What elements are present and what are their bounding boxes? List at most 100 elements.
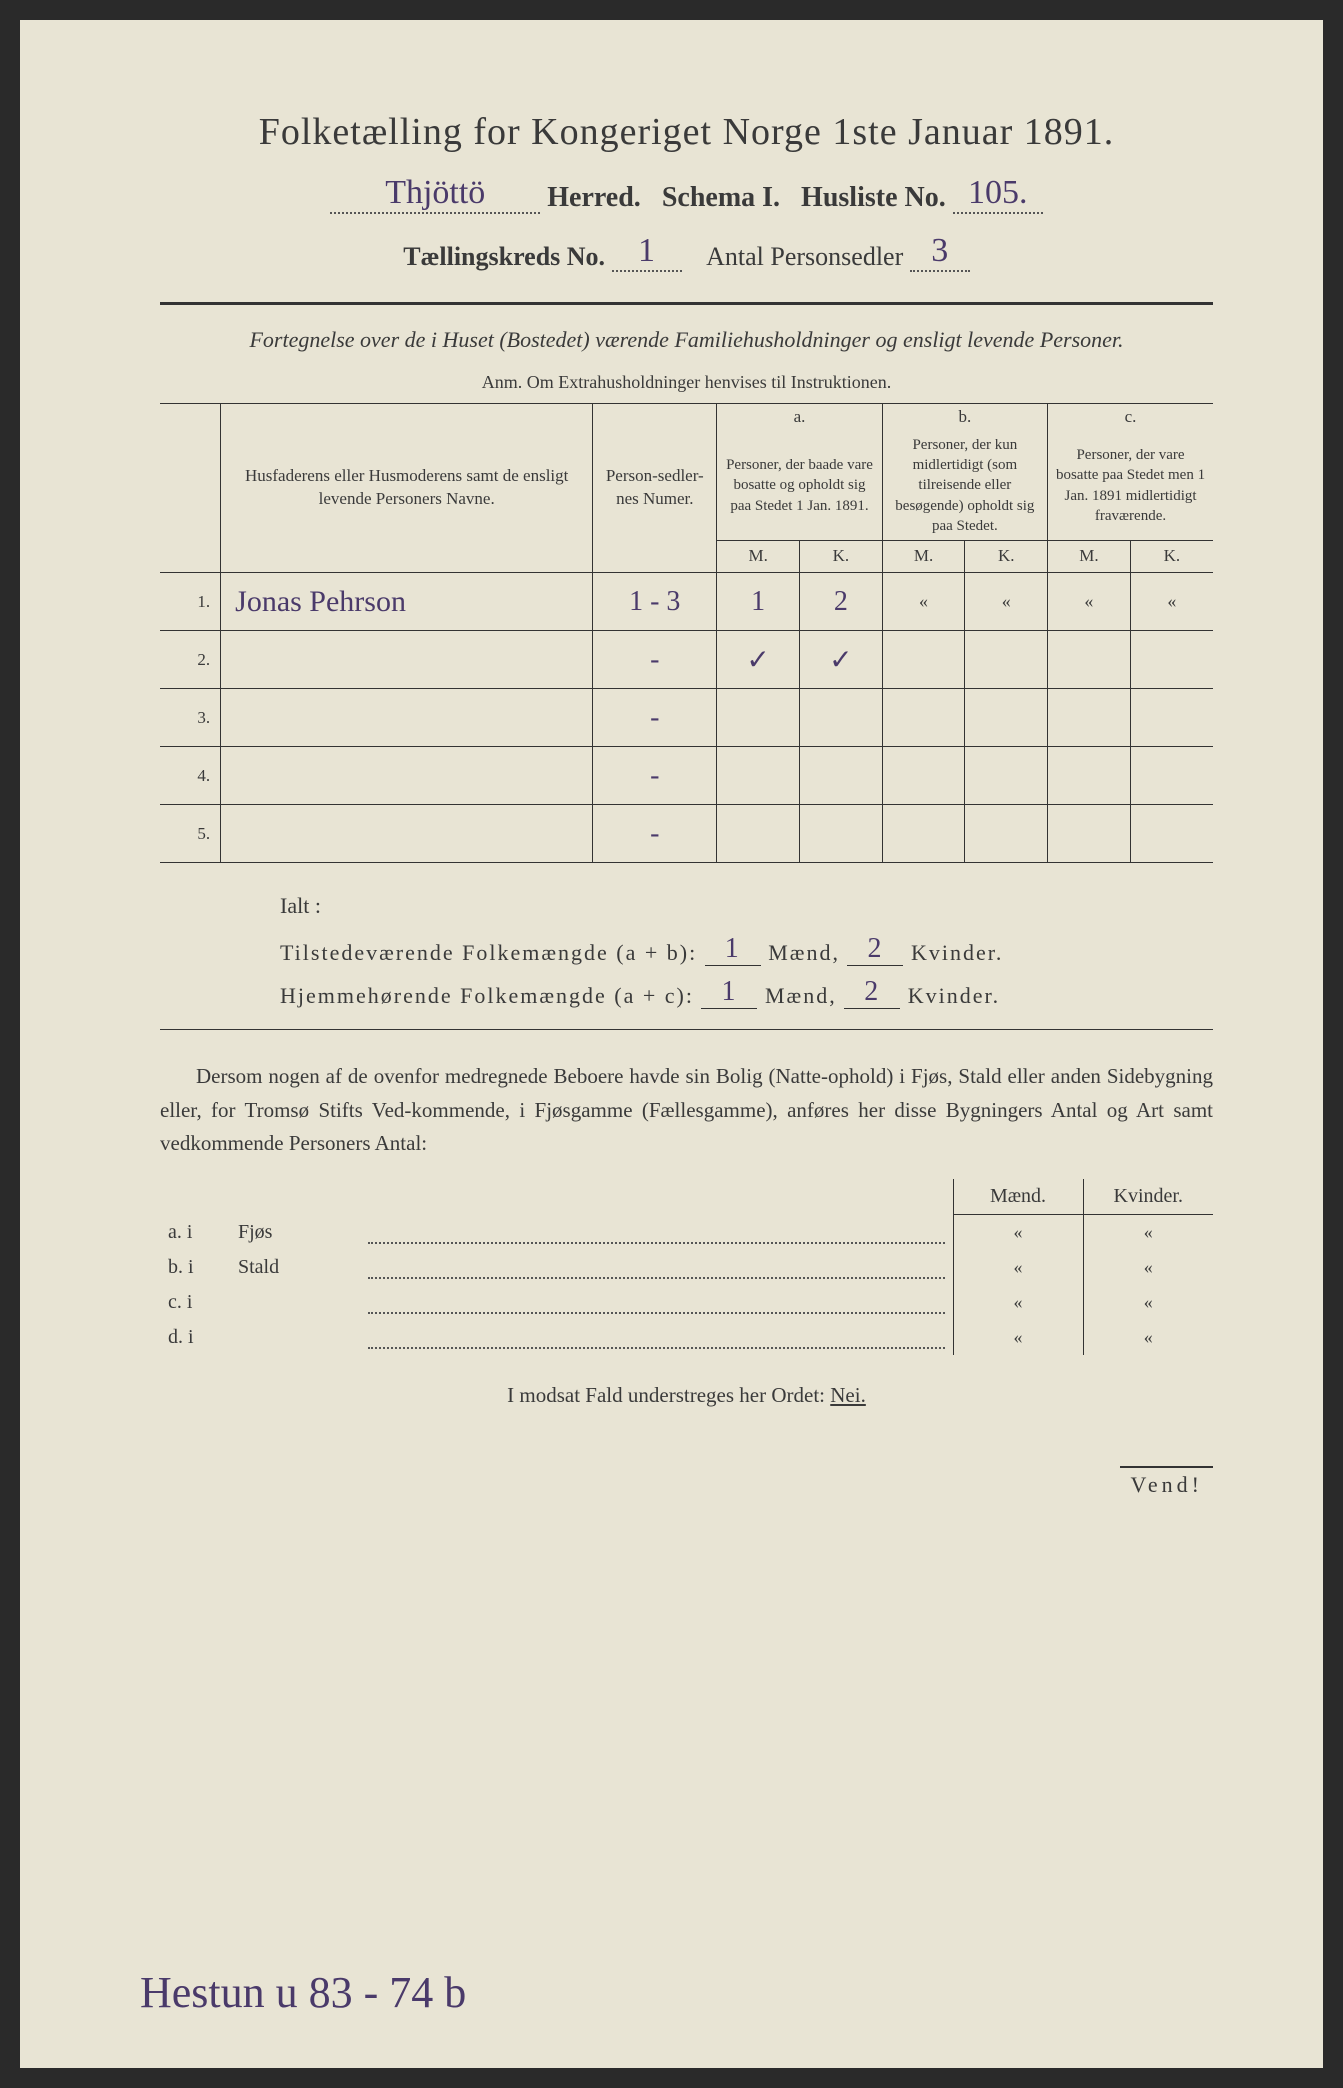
row-number: 3.: [160, 689, 221, 747]
a-k: 2: [799, 573, 882, 631]
bldg-row: d. i ««: [160, 1320, 1213, 1355]
col-c: Personer, der vare bosatte paa Stedet me…: [1048, 431, 1213, 541]
bldg-maend: Mænd.: [953, 1179, 1083, 1215]
divider: [160, 302, 1213, 305]
b-m: [882, 631, 965, 689]
table-row: 1.Jonas Pehrson1 - 312««««: [160, 573, 1213, 631]
b-k: [965, 689, 1048, 747]
sedler-value: -: [593, 747, 717, 805]
col-b-k: K.: [965, 541, 1048, 573]
bldg-name: [230, 1285, 360, 1320]
sedler-value: -: [593, 805, 717, 863]
person-name: [221, 805, 593, 863]
b-m: «: [882, 573, 965, 631]
ialt-label: Ialt :: [280, 893, 1213, 919]
husliste-label: Husliste No.: [801, 182, 946, 213]
col-a-m: M.: [717, 541, 800, 573]
c-m: [1048, 747, 1131, 805]
bottom-handwriting: Hestun u 83 - 74 b: [140, 1967, 466, 2018]
bldg-m: «: [953, 1250, 1083, 1285]
row-number: 4.: [160, 747, 221, 805]
col-c-m: M.: [1048, 541, 1131, 573]
col-b-m: M.: [882, 541, 965, 573]
bldg-row: a. iFjøs ««: [160, 1214, 1213, 1250]
col-c-label: c.: [1048, 404, 1213, 431]
bldg-dots: [360, 1250, 953, 1285]
c-m: [1048, 689, 1131, 747]
person-name: Jonas Pehrson: [221, 573, 593, 631]
bldg-name: Stald: [230, 1250, 360, 1285]
col-a-k: K.: [799, 541, 882, 573]
bldg-k: «: [1083, 1285, 1213, 1320]
husliste-no: 105.: [968, 174, 1028, 212]
anm-note: Anm. Om Extrahusholdninger henvises til …: [160, 372, 1213, 393]
person-name: [221, 631, 593, 689]
household-table: Husfaderens eller Husmoderens samt de en…: [160, 403, 1213, 863]
schema-label: Schema I.: [662, 182, 780, 213]
nei-line: I modsat Fald understreges her Ordet: Ne…: [160, 1383, 1213, 1408]
person-name: [221, 747, 593, 805]
bldg-dots: [360, 1285, 953, 1320]
c-m: [1048, 805, 1131, 863]
row-number: 5.: [160, 805, 221, 863]
b-k: [965, 747, 1048, 805]
bldg-row: c. i ««: [160, 1285, 1213, 1320]
b-k: [965, 805, 1048, 863]
bldg-kvinder: Kvinder.: [1083, 1179, 1213, 1215]
tilstede-row: Tilstedeværende Folkemængde (a + b): 1 M…: [280, 933, 1213, 966]
kreds-label: Tællingskreds No.: [403, 242, 605, 271]
c-k: [1130, 631, 1213, 689]
row-number: 1.: [160, 573, 221, 631]
a-k: [799, 747, 882, 805]
bldg-row-label: a. i: [160, 1214, 230, 1250]
c-m: [1048, 631, 1131, 689]
a-k: [799, 689, 882, 747]
c-k: «: [1130, 573, 1213, 631]
table-row: 5. -: [160, 805, 1213, 863]
b-m: [882, 805, 965, 863]
vend-label: Vend!: [1120, 1466, 1213, 1498]
header-line-3: Tællingskreds No. 1 Antal Personsedler 3: [160, 232, 1213, 272]
bldg-m: «: [953, 1214, 1083, 1250]
subtitle: Fortegnelse over de i Huset (Bostedet) v…: [160, 323, 1213, 356]
hjemme-row: Hjemmehørende Folkemængde (a + c): 1 Mæn…: [280, 976, 1213, 1009]
bldg-m: «: [953, 1285, 1083, 1320]
person-name: [221, 689, 593, 747]
building-paragraph: Dersom nogen af de ovenfor medregnede Be…: [160, 1060, 1213, 1161]
bldg-name: Fjøs: [230, 1214, 360, 1250]
building-table: Mænd. Kvinder. a. iFjøs««b. iStald««c. i…: [160, 1179, 1213, 1355]
a-m: [717, 689, 800, 747]
col-a-label: a.: [717, 404, 882, 431]
bldg-k: «: [1083, 1320, 1213, 1355]
sedler-value: 1 - 3: [593, 573, 717, 631]
herred-value: Thjöttö: [385, 174, 485, 212]
bldg-m: «: [953, 1320, 1083, 1355]
sedler-value: -: [593, 689, 717, 747]
divider: [160, 1029, 1213, 1030]
bldg-dots: [360, 1214, 953, 1250]
c-m: «: [1048, 573, 1131, 631]
page-title: Folketælling for Kongeriget Norge 1ste J…: [160, 110, 1213, 154]
b-k: «: [965, 573, 1048, 631]
bldg-row-label: c. i: [160, 1285, 230, 1320]
c-k: [1130, 805, 1213, 863]
bldg-name: [230, 1320, 360, 1355]
bldg-k: «: [1083, 1214, 1213, 1250]
personsedler-label: Antal Personsedler: [706, 242, 903, 271]
herred-label: Herred.: [547, 182, 641, 213]
a-k: [799, 805, 882, 863]
a-m: 1: [717, 573, 800, 631]
table-row: 3. -: [160, 689, 1213, 747]
bldg-row: b. iStald««: [160, 1250, 1213, 1285]
table-row: 4. -: [160, 747, 1213, 805]
personsedler-no: 3: [931, 232, 948, 270]
bldg-k: «: [1083, 1250, 1213, 1285]
c-k: [1130, 747, 1213, 805]
col-b: Personer, der kun midlertidigt (som tilr…: [882, 431, 1047, 541]
kreds-no: 1: [638, 232, 655, 270]
table-row: 2.-✓✓: [160, 631, 1213, 689]
bldg-row-label: d. i: [160, 1320, 230, 1355]
col-c-k: K.: [1130, 541, 1213, 573]
a-m: [717, 805, 800, 863]
header-line-2: Thjöttö Herred. Schema I. Husliste No. 1…: [160, 174, 1213, 214]
